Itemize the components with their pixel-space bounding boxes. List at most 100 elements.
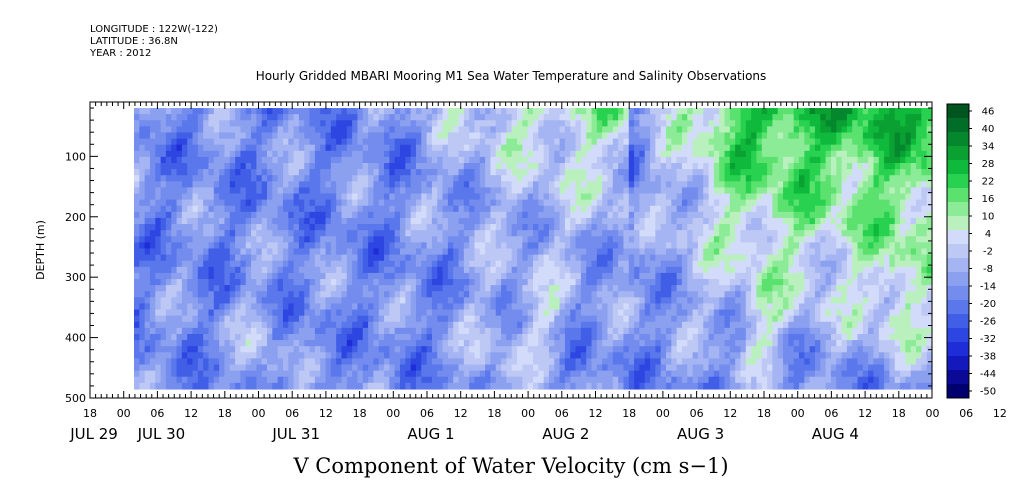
heatmap-cell [708,224,715,231]
heatmap-cell [713,254,720,262]
heatmap-cell [362,126,369,134]
heatmap-cell [437,138,444,146]
heatmap-cell [799,163,805,170]
heatmap-cell [458,120,465,127]
heatmap-cell [474,138,481,146]
heatmap-cell [160,266,167,274]
heatmap-cell [384,163,390,170]
heatmap-cell [596,211,603,219]
heatmap-cell [495,175,502,182]
heatmap-cell [900,217,906,225]
heatmap-cell [745,150,752,158]
heatmap-cell [139,236,146,243]
heatmap-cell [309,120,316,127]
heatmap-cell [176,205,183,213]
heatmap-cell [458,132,465,140]
heatmap-cell [495,291,502,298]
heatmap-cell [900,205,906,213]
heatmap-cell [538,132,545,140]
heatmap-cell [841,150,848,158]
heatmap-cell [761,126,768,134]
heatmap-cell [900,291,906,298]
heatmap-cell [681,187,688,195]
heatmap-cell [820,272,827,280]
heatmap-cell [921,279,928,286]
heatmap-cell [830,181,837,189]
heatmap-cell [495,236,502,243]
heatmap-cell [378,169,385,176]
heatmap-cell [346,285,353,292]
heatmap-cell [181,248,188,256]
heatmap-cell [282,254,289,262]
heatmap-cell [634,272,640,280]
heatmap-cell [384,297,390,305]
heatmap-cell [793,236,800,243]
heatmap-cell [400,120,406,127]
heatmap-cell [219,150,226,158]
heatmap-cell [501,230,507,237]
heatmap-cell [692,211,699,219]
heatmap-cell [229,224,236,231]
heatmap-cell [192,236,199,243]
heatmap-cell [650,285,656,292]
heatmap-cell [740,114,747,121]
heatmap-cell [149,150,156,158]
heatmap-cell [245,230,252,237]
heatmap-cell [288,163,295,170]
heatmap-cell [564,181,571,189]
heatmap-cell [373,297,380,305]
heatmap-cell [889,285,896,292]
heatmap-cell [415,205,422,213]
heatmap-cell [447,260,454,268]
heatmap-cell [799,291,805,298]
heatmap-cell [155,230,162,237]
heatmap-cell [740,181,747,189]
heatmap-cell [729,297,736,305]
heatmap-cell [745,163,752,170]
heatmap-cell [160,254,167,262]
heatmap-cell [836,236,843,243]
heatmap-cell [426,297,433,305]
heatmap-cell [841,236,848,243]
heatmap-cell [384,199,390,207]
heatmap-cell [314,260,321,268]
heatmap-cell [341,150,348,158]
heatmap-cell [272,156,279,164]
heatmap-cell [165,108,172,115]
heatmap-cell [405,205,412,213]
heatmap-cell [474,217,481,225]
heatmap-cell [219,272,226,280]
heatmap-cell [703,187,710,195]
heatmap-cell [197,108,204,115]
heatmap-cell [251,205,257,213]
heatmap-cell [751,193,758,201]
heatmap-cell [761,236,768,243]
heatmap-cell [272,285,279,292]
heatmap-cell [506,248,513,256]
heatmap-cell [634,205,640,213]
heatmap-cell [852,181,859,189]
heatmap-cell [501,120,507,127]
heatmap-cell [304,193,311,201]
heatmap-cell [852,254,859,262]
heatmap-cell [495,272,502,280]
heatmap-cell [293,181,300,189]
heatmap-cell [474,211,481,219]
heatmap-cell [905,187,912,195]
heatmap-cell [623,230,630,237]
heatmap-cell [703,114,710,121]
heatmap-cell [517,217,523,225]
heatmap-cell [431,199,438,207]
heatmap-cell [288,291,295,298]
heatmap-cell [873,169,880,176]
heatmap-cell [240,260,247,268]
heatmap-cell [820,120,827,127]
heatmap-cell [820,163,827,170]
heatmap-cell [389,279,396,286]
heatmap-cell [676,303,683,311]
heatmap-cell [320,138,327,146]
heatmap-cell [378,144,385,152]
heatmap-cell [336,156,343,164]
heatmap-cell [697,254,704,262]
heatmap-cell [772,236,779,243]
